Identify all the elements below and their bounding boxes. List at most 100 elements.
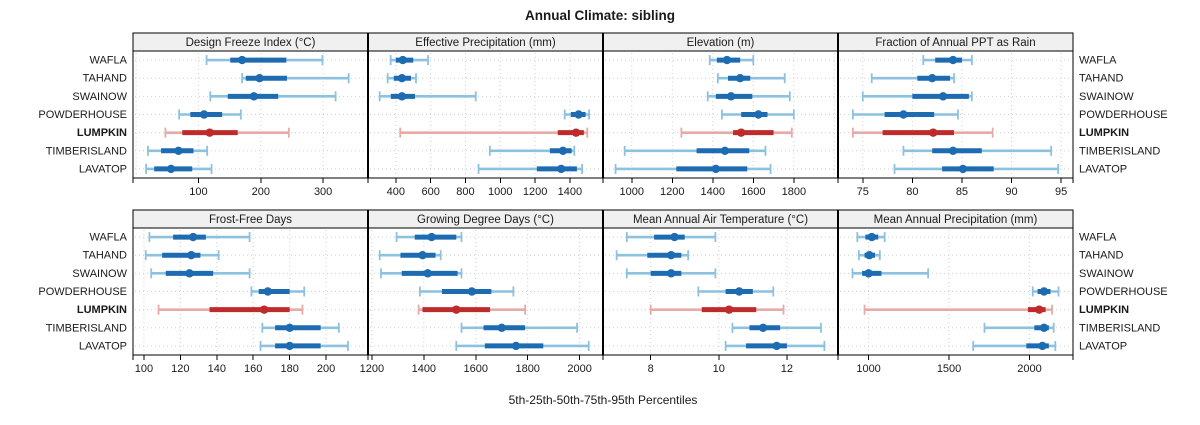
site-label-left: TIMBERISLAND <box>46 145 127 157</box>
x-axis-tick-label: 2000 <box>1017 363 1041 375</box>
site-label-right: POWDERHOUSE <box>1079 109 1168 121</box>
median-dot <box>666 251 676 260</box>
median-dot <box>237 55 247 65</box>
median-dot <box>1039 287 1049 296</box>
median-dot <box>397 74 407 83</box>
x-axis-tick-label: 1200 <box>660 186 684 198</box>
median-dot <box>867 232 877 242</box>
x-axis-tick-label: 12 <box>781 363 793 375</box>
x-axis-tick-label: 600 <box>421 186 439 198</box>
median-dot <box>724 305 734 314</box>
median-dot <box>249 92 259 101</box>
median-dot <box>1038 341 1047 351</box>
site-label-left: SWAINOW <box>72 91 127 103</box>
panel-strip-title: Mean Annual Precipitation (mm) <box>874 214 1038 226</box>
site-label-left: WAFLA <box>90 232 128 244</box>
median-dot <box>423 269 432 278</box>
site-label-right: TIMBERISLAND <box>1079 322 1160 334</box>
site-label-right: WAFLA <box>1079 232 1117 244</box>
panel-strip-title: Growing Degree Days (°C) <box>417 214 554 226</box>
chart-title: Annual Climate: sibling <box>525 8 675 23</box>
median-dot <box>199 110 209 119</box>
site-label-left: WAFLA <box>90 55 128 67</box>
x-axis-tick-label: 400 <box>387 186 405 198</box>
site-label-right: SWAINOW <box>1079 268 1134 280</box>
median-dot <box>185 269 194 278</box>
site-label-left: SWAINOW <box>72 268 127 280</box>
x-axis-tick-label: 200 <box>252 186 270 198</box>
x-axis-tick-label: 1200 <box>523 186 547 198</box>
x-axis-tick-label: 800 <box>456 186 474 198</box>
median-dot <box>398 55 408 65</box>
median-dot <box>418 251 427 260</box>
median-dot <box>670 232 679 242</box>
site-label-left: LUMPKIN <box>77 127 127 139</box>
x-axis-tick-label: 160 <box>244 363 262 375</box>
median-dot <box>1039 323 1049 332</box>
x-axis-tick-label: 1800 <box>515 363 539 375</box>
median-dot <box>865 251 874 260</box>
site-label-right: TAHAND <box>1079 250 1123 262</box>
x-axis-tick-label: 95 <box>1055 186 1067 198</box>
median-dot <box>735 74 745 83</box>
median-dot <box>166 164 176 174</box>
x-axis-tick-label: 200 <box>317 363 335 375</box>
median-dot <box>927 74 937 83</box>
median-dot <box>188 232 198 242</box>
site-label-left: POWDERHOUSE <box>38 109 127 121</box>
median-dot <box>711 164 721 174</box>
panel-strip-title: Elevation (m) <box>687 37 755 49</box>
x-axis-tick-label: 300 <box>314 186 332 198</box>
site-label-right: LUMPKIN <box>1079 127 1129 139</box>
median-dot <box>285 323 294 332</box>
median-dot <box>558 146 568 155</box>
x-axis-tick-label: 85 <box>956 186 968 198</box>
median-dot <box>736 128 746 137</box>
panel-background <box>133 51 368 178</box>
median-dot <box>452 305 461 314</box>
median-dot <box>772 341 781 351</box>
x-axis-caption: 5th-25th-50th-75th-95th Percentiles <box>509 393 698 407</box>
x-axis-tick-label: 1000 <box>856 363 880 375</box>
median-dot <box>948 146 958 155</box>
x-axis-tick-label: 1400 <box>701 186 725 198</box>
x-axis-tick-label: 180 <box>280 363 298 375</box>
panels-group: Design Freeze Index (°C) 100 200 300 Effecti… <box>38 32 1168 375</box>
site-label-right: LAVATOP <box>1079 340 1127 352</box>
median-dot <box>571 128 581 137</box>
panel-strip-title: Mean Annual Air Temperature (°C) <box>633 214 808 226</box>
site-label-right: LAVATOP <box>1079 163 1127 175</box>
site-label-right: TAHAND <box>1079 73 1123 85</box>
x-axis-tick-label: 8 <box>648 363 654 375</box>
site-label-left: LUMPKIN <box>77 304 127 316</box>
site-label-right: WAFLA <box>1079 55 1117 67</box>
median-dot <box>574 110 583 119</box>
median-dot <box>928 128 938 137</box>
panel-strip-title: Design Freeze Index (°C) <box>186 37 316 49</box>
median-dot <box>263 287 273 296</box>
x-axis-tick-label: 1500 <box>937 363 961 375</box>
site-label-right: SWAINOW <box>1079 91 1134 103</box>
x-axis-tick-label: 1400 <box>412 363 436 375</box>
site-label-left: TIMBERISLAND <box>46 322 127 334</box>
median-dot <box>735 287 744 296</box>
x-axis-tick-label: 100 <box>135 363 153 375</box>
x-axis-tick-label: 1000 <box>620 186 644 198</box>
x-axis-tick-label: 100 <box>189 186 207 198</box>
site-label-left: LAVATOP <box>79 163 127 175</box>
median-dot <box>397 92 407 101</box>
x-axis-tick-label: 1800 <box>782 186 806 198</box>
site-label-left: LAVATOP <box>79 340 127 352</box>
site-label-right: LUMPKIN <box>1079 304 1129 316</box>
x-axis-tick-label: 90 <box>1005 186 1017 198</box>
x-axis-tick-label: 10 <box>713 363 725 375</box>
x-axis-tick-label: 1200 <box>360 363 384 375</box>
panel-background <box>133 228 368 355</box>
x-axis-tick-label: 75 <box>857 186 869 198</box>
x-axis-tick-label: 1400 <box>558 186 582 198</box>
x-axis-tick-label: 120 <box>171 363 189 375</box>
median-dot <box>948 55 958 65</box>
median-dot <box>958 164 968 174</box>
